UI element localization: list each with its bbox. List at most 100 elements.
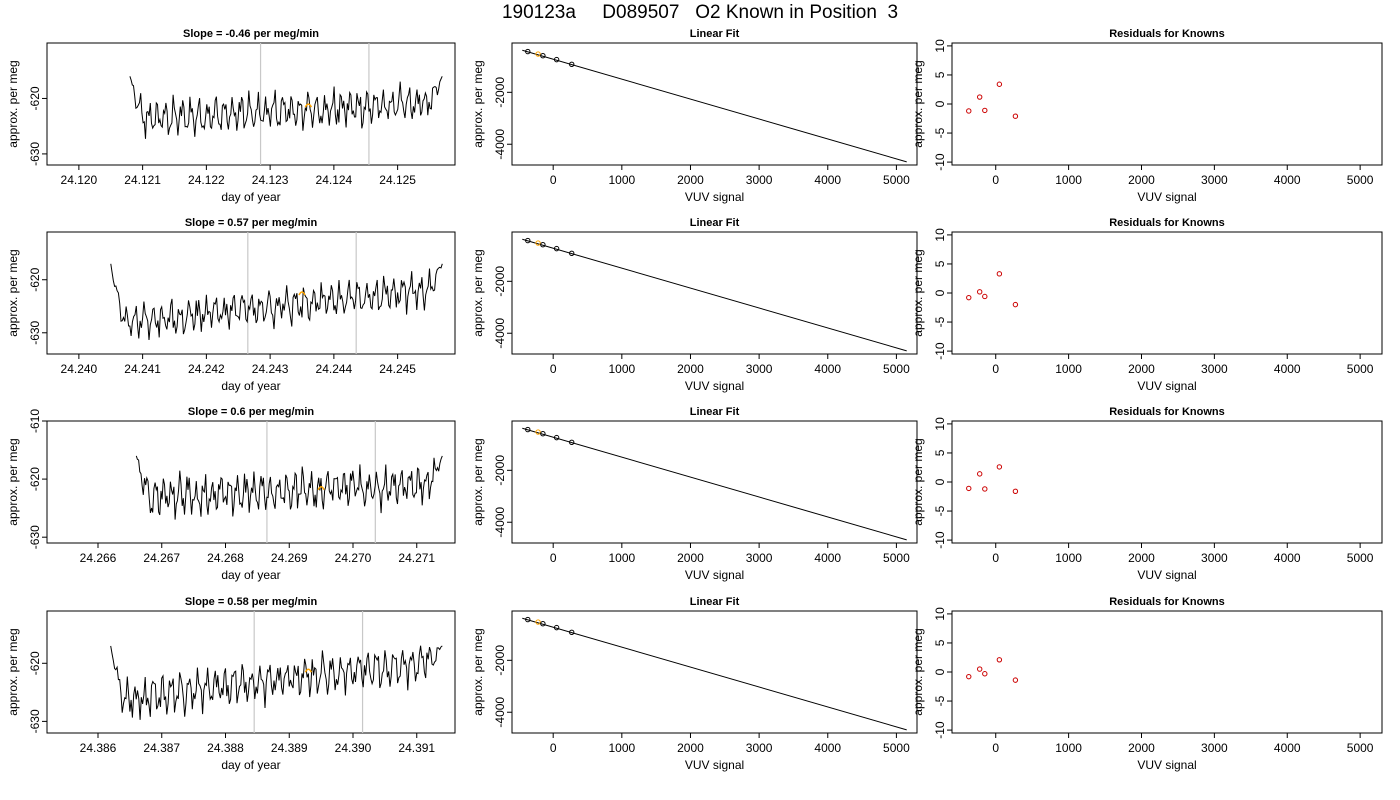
- panel-time-row4: Slope = 0.58 per meg/min 24.386 24.387 24.3…: [6, 596, 456, 772]
- residual-point: [1012, 113, 1019, 119]
- panel-time-row3: Slope = 0.6 per meg/min 24.266 24.267 24.26…: [6, 406, 456, 582]
- x-axis-label: day of year: [221, 758, 280, 772]
- panel-fit-row1: Linear Fit 0 1000 2000 3000 4000 5000 -2000 -400…: [471, 28, 918, 204]
- y-tick-label: -10: [933, 721, 947, 739]
- x-tick-label: 24.390: [335, 741, 372, 755]
- data-point: [535, 429, 541, 435]
- plot-area: [129, 43, 443, 165]
- data-trace: [135, 455, 443, 520]
- residual-point: [976, 289, 983, 295]
- data-point: [525, 48, 531, 55]
- y-axis-label: approx. per meg: [6, 249, 20, 336]
- y-tick-label: -2000: [493, 266, 507, 297]
- x-tick-label: 0: [550, 173, 557, 187]
- data-point: [569, 250, 575, 256]
- x-tick-label: 5000: [883, 362, 910, 376]
- x-tick-label: 4000: [814, 173, 841, 187]
- panel-fit-row4: Linear Fit 0 1000 2000 3000 4000 5000 -2000 -400…: [471, 596, 918, 772]
- y-tick-label: -630: [28, 142, 42, 166]
- x-tick-label: 0: [550, 551, 557, 565]
- y-axis-label: approx. per meg: [911, 60, 925, 147]
- chart-title: Residuals for Knowns: [1109, 406, 1225, 418]
- chart-title: Slope = -0.46 per meg/min: [183, 28, 319, 40]
- x-tick-label: 0: [992, 741, 999, 755]
- plot-frame: [951, 610, 1383, 734]
- plot-area: [135, 421, 443, 543]
- plot-frame: [46, 610, 456, 734]
- data-trace: [110, 645, 443, 720]
- y-axis-label: approx. per meg: [471, 60, 485, 147]
- x-tick-label: 24.241: [124, 362, 161, 376]
- page-title: 190123a D089507 O2 Known in Position 3: [501, 2, 899, 23]
- x-axis-label: day of year: [221, 190, 280, 204]
- data-point: [525, 237, 531, 244]
- y-tick-label: 0: [933, 289, 947, 296]
- plot-frame: [46, 231, 456, 355]
- data-point: [535, 240, 541, 246]
- y-tick-label: -10: [933, 342, 947, 360]
- x-tick-label: 24.386: [80, 741, 117, 755]
- y-axis-label: approx. per meg: [471, 438, 485, 525]
- x-tick-label: 4000: [814, 551, 841, 565]
- residual-point: [966, 673, 972, 680]
- y-tick-label: 5: [933, 71, 947, 78]
- y-tick-label: -630: [28, 709, 42, 733]
- y-tick-label: -5: [933, 127, 947, 138]
- x-tick-label: 24.271: [398, 551, 435, 565]
- x-tick-label: 1000: [608, 173, 635, 187]
- y-tick-label: -4000: [493, 697, 507, 728]
- x-tick-label: 24.387: [143, 741, 180, 755]
- x-tick-label: 2000: [1128, 362, 1155, 376]
- y-axis-label: approx. per meg: [911, 628, 925, 715]
- plot-frame: [46, 420, 456, 544]
- x-tick-label: 24.245: [379, 362, 416, 376]
- y-axis-label: approx. per meg: [6, 438, 20, 525]
- x-tick-label: 4000: [1274, 551, 1301, 565]
- data-point: [553, 624, 560, 631]
- x-tick-label: 24.244: [316, 362, 353, 376]
- panel-fit-row2: Linear Fit 0 1000 2000 3000 4000 5000 -2000 -400…: [471, 217, 918, 393]
- y-tick-label: 0: [933, 478, 947, 485]
- x-tick-label: 24.124: [316, 173, 353, 187]
- data-trace: [129, 76, 443, 139]
- data-point: [540, 621, 546, 627]
- plot-frame: [511, 42, 918, 166]
- highlight-marker: [317, 486, 325, 491]
- y-tick-label: 10: [933, 607, 947, 621]
- y-tick-label: 5: [933, 639, 947, 646]
- residual-point: [996, 81, 1003, 87]
- chart-title: Linear Fit: [690, 28, 740, 40]
- plot-frame: [951, 231, 1383, 355]
- x-tick-label: 24.240: [61, 362, 98, 376]
- y-axis-label: approx. per meg: [471, 628, 485, 715]
- y-axis-label: approx. per meg: [911, 249, 925, 336]
- y-axis-label: approx. per meg: [471, 249, 485, 336]
- fit-line: [522, 427, 907, 541]
- x-tick-label: 24.267: [143, 551, 180, 565]
- chart-title: Linear Fit: [690, 596, 740, 608]
- chart-title: Slope = 0.58 per meg/min: [185, 596, 318, 608]
- x-tick-label: 24.266: [80, 551, 117, 565]
- x-tick-label: 2000: [1128, 741, 1155, 755]
- x-tick-label: 1000: [1055, 173, 1082, 187]
- residual-point: [982, 293, 988, 300]
- y-tick-label: -10: [933, 531, 947, 549]
- y-tick-label: 5: [933, 260, 947, 267]
- y-tick-label: -5: [933, 505, 947, 516]
- data-point: [553, 56, 560, 63]
- x-axis-label: VUV signal: [1137, 758, 1196, 772]
- residual-point: [982, 107, 988, 114]
- x-tick-label: 24.269: [271, 551, 308, 565]
- residual-point: [982, 671, 988, 677]
- x-tick-label: 2000: [677, 362, 704, 376]
- x-axis-label: VUV signal: [685, 758, 744, 772]
- x-tick-label: 3000: [1201, 551, 1228, 565]
- x-tick-label: 3000: [746, 362, 773, 376]
- x-tick-label: 1000: [1055, 362, 1082, 376]
- panel-time-row1: Slope = -0.46 per meg/min 24.120 24.121 24.…: [6, 28, 456, 204]
- x-tick-label: 5000: [883, 173, 910, 187]
- plot-frame: [511, 610, 918, 734]
- data-point: [540, 242, 546, 248]
- x-tick-label: 3000: [1201, 362, 1228, 376]
- panel-fit-row3: Linear Fit 0 1000 2000 3000 4000 5000 -2000 -400…: [471, 406, 918, 582]
